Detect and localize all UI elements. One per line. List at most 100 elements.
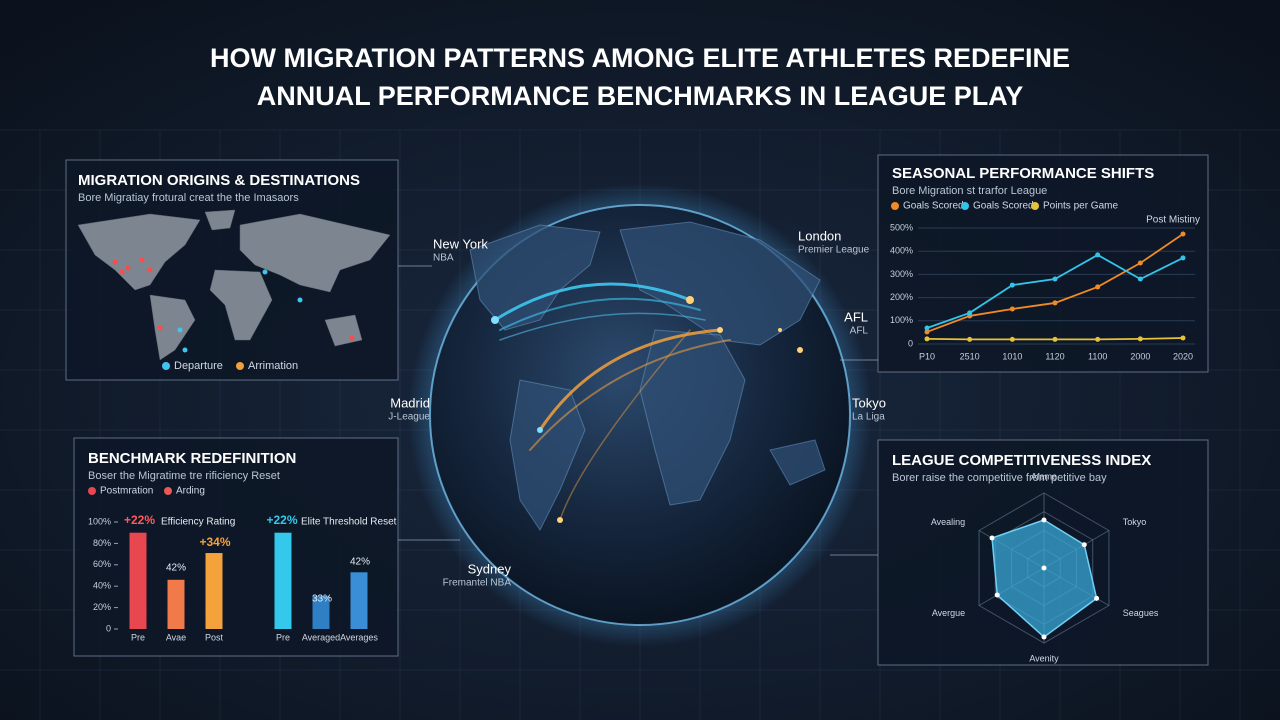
axis-label: Tokyo [1123, 517, 1147, 527]
bar [350, 572, 368, 629]
legend-dot [236, 362, 244, 370]
point [1009, 336, 1015, 342]
axis-label: Avealing [931, 517, 965, 527]
globe [408, 183, 872, 647]
point [1180, 255, 1186, 261]
bar [129, 532, 147, 629]
axis-label: Avenity [1029, 653, 1059, 663]
y-tick-label: 80% [93, 538, 111, 548]
legend-label: Postmration [100, 486, 153, 497]
point [967, 336, 973, 342]
y-tick-label: 300% [890, 269, 913, 279]
origin-dot [112, 259, 118, 265]
title-line: ANNUAL PERFORMANCE BENCHMARKS IN LEAGUE … [257, 81, 1024, 111]
origin-dot [119, 269, 125, 275]
x-tick-label: 1120 [1045, 351, 1064, 361]
bar [205, 553, 223, 629]
point [1180, 231, 1186, 237]
league-label: Fremantel NBA [443, 578, 512, 589]
y-tick-label: 400% [890, 246, 913, 256]
radar-point [1041, 634, 1047, 640]
bar [167, 579, 185, 629]
x-tick-label: P10 [919, 351, 935, 361]
origin-dot [139, 257, 145, 263]
landmass [149, 294, 196, 361]
legend-dot [164, 487, 172, 495]
city-label: London [798, 228, 841, 243]
radar-point [1081, 542, 1087, 548]
y-tick-label: 500% [890, 222, 913, 232]
legend-label: Departure [174, 360, 223, 372]
point [1095, 284, 1101, 290]
y-tick-label: 20% [93, 602, 111, 612]
panel-title: SEASONAL PERFORMANCE SHIFTS [892, 165, 1154, 182]
radar-point [994, 592, 1000, 598]
legend-dot [162, 362, 170, 370]
y-tick-label: 0 [106, 623, 111, 633]
point [924, 325, 930, 331]
point [1137, 336, 1143, 342]
annotation: Elite Threshold Reset [301, 517, 397, 528]
legend-label: Points per Game [1043, 201, 1118, 212]
panel-subtitle: Boser the Migratime tre rificiency Reset [88, 470, 280, 482]
legend-dot [1031, 202, 1039, 210]
landmass [239, 213, 391, 293]
x-tick-label: 2510 [960, 351, 980, 361]
point [967, 310, 973, 316]
point [1009, 306, 1015, 312]
legend-label: Goals Scored [903, 201, 964, 212]
y-tick-label: 100% [890, 315, 913, 325]
point [924, 336, 930, 342]
city-label: Madrid [390, 395, 430, 410]
panel-subtitle: Bore Migration st trarfor League [892, 185, 1047, 197]
connectors [398, 265, 878, 556]
annotation: +34% [199, 535, 230, 549]
destination-dot [262, 269, 268, 275]
league-label: NBA [433, 253, 454, 264]
legend-dot [891, 202, 899, 210]
radar-point [989, 535, 995, 541]
destination-dot [182, 347, 188, 353]
bar [274, 532, 292, 629]
city-label: Tokyo [852, 395, 886, 410]
point [1052, 276, 1058, 282]
annotation: 42% [166, 563, 186, 574]
radar-point [1094, 595, 1100, 601]
x-tick-label: Averages [340, 632, 378, 642]
point [1009, 282, 1015, 288]
city-label: AFL [844, 309, 868, 324]
point [1052, 300, 1058, 306]
landmass [77, 213, 201, 291]
legend-label: Goals Scored [973, 201, 1034, 212]
origin-dot [125, 265, 131, 271]
y-tick-label: 100% [88, 516, 111, 526]
league-label: La Liga [852, 412, 885, 423]
annotation: Efficiency Rating [161, 517, 235, 528]
annotation: Post Mistiny [1146, 215, 1200, 226]
panel-title: LEAGUE COMPETITIVENESS INDEX [892, 452, 1151, 469]
x-tick-label: Post [205, 632, 224, 642]
title-line: HOW MIGRATION PATTERNS AMONG ELITE ATHLE… [210, 43, 1070, 73]
annotation: +22% [266, 513, 297, 527]
x-tick-label: Pre [131, 632, 145, 642]
landmass [204, 209, 236, 231]
destination-dot [177, 327, 183, 333]
origin-dot [157, 325, 163, 331]
origin-dot [349, 335, 355, 341]
panel-title: BENCHMARK REDEFINITION [88, 450, 296, 467]
y-tick-label: 200% [890, 292, 913, 302]
point [1095, 252, 1101, 258]
annotation: 42% [350, 557, 370, 568]
point [1180, 335, 1186, 341]
point [1137, 276, 1143, 282]
panel-subtitle: Borer raise the competitive from petitiv… [892, 472, 1107, 484]
panel-subtitle: Bore Migratiay frotural creat the the Im… [78, 192, 299, 204]
destination-dot [297, 297, 303, 303]
x-tick-label: Averaged [302, 632, 340, 642]
point [1095, 336, 1101, 342]
y-tick-label: 0 [908, 338, 913, 348]
city-label: Sydney [468, 561, 512, 576]
center-dot [1041, 565, 1047, 571]
